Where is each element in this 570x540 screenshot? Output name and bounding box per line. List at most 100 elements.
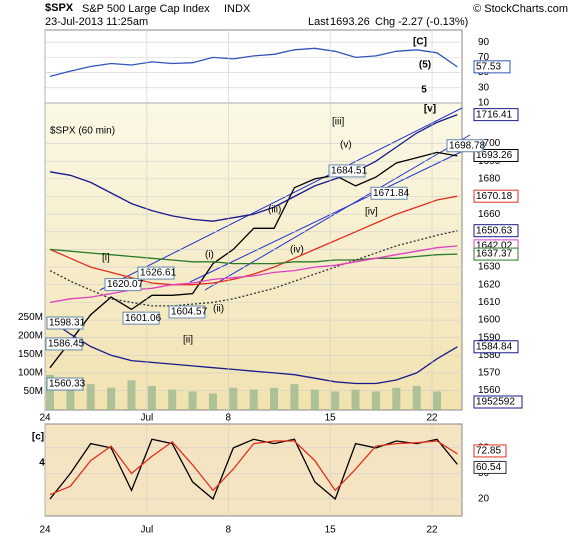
last-value-box (473, 60, 511, 74)
right-label-box (473, 189, 519, 203)
credit: © StockCharts.com (473, 3, 568, 15)
price-label-box (168, 305, 206, 319)
series-line (49, 151, 458, 369)
wave-label: [c] (32, 432, 44, 443)
price-label-box (46, 377, 84, 391)
volume-bar (412, 385, 421, 410)
wave-label: (i) (205, 250, 214, 261)
wave-label: 4 (39, 458, 45, 469)
series-line (49, 440, 458, 496)
panel-subtitle: $SPX (60 min) (50, 126, 115, 137)
y2-tick-label: 200M (18, 331, 43, 342)
series-line (49, 113, 458, 222)
last-label: Last (308, 16, 329, 28)
right-label-box (473, 340, 519, 354)
right-label: 1642.02 (476, 241, 513, 252)
volume-bar (290, 384, 299, 410)
y-tick-label: 1590 (478, 332, 501, 343)
right-label: 1584.84 (476, 341, 513, 352)
x-tick-label: Jul (140, 413, 153, 424)
price-label: 1598.31 (49, 318, 86, 329)
x-tick-label: 24 (39, 525, 51, 536)
price-label-box (45, 337, 83, 351)
last-value: 72.85 (476, 446, 501, 457)
y-tick-label: 1700 (478, 138, 501, 149)
y2-tick-label: 150M (18, 349, 43, 360)
price-label-box (446, 139, 484, 153)
x-tick-label: 22 (426, 413, 438, 424)
price-label: 1620.07 (107, 279, 144, 290)
price-label: 1671.84 (373, 188, 410, 199)
wave-label: [v] (424, 104, 436, 115)
y-tick-label: 1630 (478, 262, 501, 273)
volume-bar (270, 387, 279, 410)
x-tick-label: 15 (325, 413, 337, 424)
volume-bar (229, 387, 238, 410)
price-label-box (46, 316, 84, 330)
series-line (49, 47, 458, 78)
y-tick-label: 1610 (478, 297, 501, 308)
y-tick-label: 1620 (478, 279, 501, 290)
series-line (49, 438, 458, 501)
series-line (49, 245, 458, 304)
symbol: $SPX (45, 2, 74, 14)
wave-label: (ii) (213, 304, 224, 315)
y2-tick-label: 250M (18, 312, 43, 323)
right-label: 1650.63 (476, 225, 513, 236)
right-label: 1693.26 (476, 150, 513, 161)
channel-line (189, 149, 466, 283)
right-label: 1716.41 (476, 109, 513, 120)
right-label: 1637.37 (476, 249, 513, 260)
y-tick-label: 1570 (478, 368, 501, 379)
volume-bar (168, 389, 177, 410)
y-tick-label: 70 (478, 52, 490, 63)
volume-bar (208, 393, 217, 410)
exchange: INDX (224, 3, 251, 15)
price-label: 1698.78 (449, 140, 486, 151)
right-label: 1670.18 (476, 191, 513, 202)
x-tick-label: 8 (226, 413, 232, 424)
channel-line (99, 107, 463, 291)
price-label: 1684.51 (331, 166, 368, 177)
volume-bar (249, 389, 258, 410)
rsi-panel (44, 29, 463, 104)
price-label-box (122, 311, 160, 325)
volume-label: 1952592 (476, 397, 515, 408)
volume-bar (46, 374, 54, 410)
volume-bar (310, 389, 319, 410)
y-tick-label: 90 (478, 37, 490, 48)
price-label: 1601.06 (125, 313, 162, 324)
volume-bar (453, 409, 462, 410)
y-tick-label: 1660 (478, 209, 501, 220)
price-label-box (328, 164, 366, 178)
x-tick-label: 22 (426, 525, 438, 536)
price-label-box (370, 186, 408, 200)
y-tick-label: 1580 (478, 350, 501, 361)
wave-label: [iii] (332, 117, 344, 128)
volume-bar (331, 391, 340, 410)
y-tick-label: 20 (478, 494, 490, 505)
last-value-box (473, 444, 507, 458)
volume-bar (127, 380, 136, 410)
index-name: S&P 500 Large Cap Index (82, 3, 210, 15)
series-line (49, 248, 458, 265)
last-value: 57.53 (476, 61, 501, 72)
chg: -2.27 (-0.13%) (398, 16, 468, 28)
price-label: 1586.45 (48, 339, 85, 350)
last-value-box (473, 460, 507, 474)
volume-label-box (473, 395, 523, 409)
stoch-panel (44, 423, 463, 517)
y-tick-label: 1600 (478, 315, 501, 326)
right-label-box (473, 224, 519, 238)
y-tick-label: 30 (478, 82, 490, 93)
x-tick-label: 24 (39, 413, 51, 424)
x-tick-label: Jul (140, 525, 153, 536)
y-tick-label: 10 (478, 98, 490, 109)
volume-bar (351, 389, 360, 410)
series-line (49, 195, 458, 286)
wave-label: [C] (413, 37, 427, 48)
y-tick-label: 1680 (478, 174, 501, 185)
y-tick-label: 1560 (478, 385, 501, 396)
wave-label: (iii) (268, 205, 281, 216)
price-label: 1560.33 (49, 379, 86, 390)
